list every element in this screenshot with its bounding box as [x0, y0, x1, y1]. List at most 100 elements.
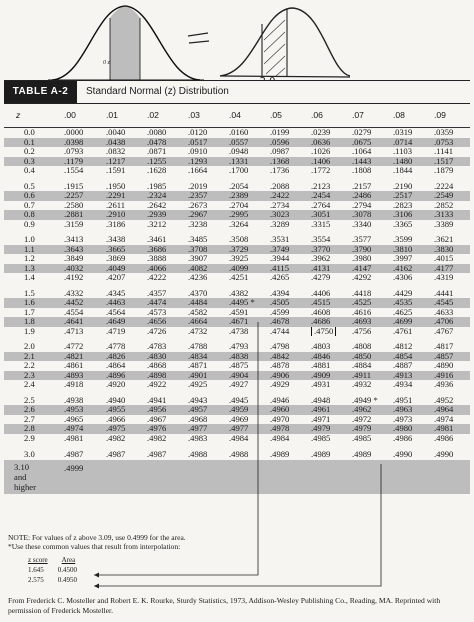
interp-z: 2.575	[28, 576, 44, 584]
area-cell: .4980	[385, 424, 426, 434]
area-cell: .1736	[270, 166, 290, 175]
area-cell: .4989	[352, 449, 372, 459]
area-cell: .3907	[188, 254, 208, 263]
area-cell: .4951	[393, 395, 413, 405]
area-cell: .3554	[311, 235, 331, 244]
area-cell: .2764	[311, 200, 331, 210]
area-cell: .4988	[188, 449, 208, 459]
area-cell: .3869	[106, 254, 126, 263]
area-cell: .4082	[180, 263, 221, 273]
area-cell: .4974	[56, 424, 98, 434]
area-cell: .0832	[106, 147, 126, 156]
column-header: .05	[262, 103, 303, 128]
area-cell: .4192	[64, 273, 84, 282]
area-cell: .4664	[180, 317, 221, 327]
notes-section: NOTE: For values of z above 3.09, use 0.…	[8, 533, 468, 551]
z-value-cell: 1.7	[24, 307, 35, 317]
area-cell: .1664	[188, 166, 208, 175]
area-cell: .1406	[303, 156, 344, 166]
table-row: 0.0 .0000 .0040 .0080 .0120 .0160 .0199 .0239 .0…	[4, 128, 470, 138]
area-cell: .3577	[352, 235, 372, 244]
area-cell: .4981	[426, 424, 470, 434]
area-cell: .4963	[385, 405, 426, 415]
area-cell: .4793	[229, 342, 249, 351]
area-cell: .4582	[188, 307, 208, 317]
area-cell: .4959	[221, 405, 262, 415]
printed-normal-curve	[48, 5, 204, 81]
area-cell: .0636	[303, 137, 344, 147]
area-cell: .2088	[270, 181, 290, 191]
area-cell: .4564	[106, 307, 126, 317]
area-cell: .2054	[229, 181, 249, 191]
table-row: 1.6.4452.4463.4474.4484.4495 * .4505.4515…	[4, 298, 470, 308]
area-cell: .4830	[139, 351, 180, 361]
area-cell: .4429	[393, 288, 413, 298]
table-tag: TABLE A-2	[4, 81, 77, 103]
area-cell: .4901	[180, 370, 221, 380]
column-header: .07	[344, 103, 385, 128]
area-cell: .4744	[270, 326, 290, 336]
area-cell: .4842	[262, 351, 303, 361]
area-cell: .1844	[393, 166, 413, 175]
area-cell: .4452	[56, 298, 98, 308]
table-row: 2.1.4821.4826.4830.4834.4838.4842.4846.4…	[4, 351, 470, 361]
area-cell: .3186	[106, 219, 126, 229]
table-row: 1.7 .4554 .4564 .4573 .4582 .4591 .4599 .4608 .4…	[4, 308, 470, 318]
table-row: 1.4 .4192 .4207 .4222 .4236 .4251 .4265 .4279 .4…	[4, 273, 470, 283]
area-cell: .4236	[188, 273, 208, 282]
area-cell: .0080	[147, 127, 167, 137]
z-value-cell: 1.2	[24, 254, 35, 263]
area-cell: .4838	[221, 351, 262, 361]
area-cell: .2549	[426, 191, 470, 201]
area-cell: .2967	[180, 210, 221, 220]
area-cell: .1331	[221, 156, 262, 166]
area-cell: .2794	[352, 200, 372, 210]
table-row: 1.9 .4713 .4719 .4726 .4732 .4738 .4744 .4750 .4…	[4, 326, 470, 336]
area-cell: .4484	[180, 298, 221, 308]
area-cell: .4952	[434, 395, 454, 405]
area-cell: .4706	[426, 317, 470, 327]
area-cell: .4972	[352, 414, 372, 424]
area-cell: .3665	[98, 244, 139, 254]
table-row: 0.9 .3159 .3186 .3212 .3238 .3264 .3289 .3315 .3…	[4, 220, 470, 230]
area-cell: .4982	[106, 433, 126, 443]
area-cell: .0948	[229, 147, 249, 156]
area-cell: .3749	[262, 244, 303, 254]
area-cell: .4608	[311, 307, 331, 317]
area-cell: .4066	[139, 263, 180, 273]
table-row: 2.3.4893.4896.4898.4901.4904.4906.4909.4…	[4, 370, 470, 380]
area-cell: .3599	[393, 235, 413, 244]
table-row: 0.8.2881.2910.2939.2967.2995.3023.3051.3…	[4, 210, 470, 220]
area-cell: .1026	[311, 147, 331, 156]
z-value-cell: 1.1	[4, 244, 56, 254]
area-cell: .2190	[393, 181, 413, 191]
interpolation-header: z score Area	[28, 555, 77, 565]
z-value-cell: 0.1	[4, 137, 56, 147]
area-cell: .4535	[385, 298, 426, 308]
area-cell: .4975	[98, 424, 139, 434]
table-row: 3.0 .4987 .4987 .4987 .4988 .4988 .4989 .4989 .4…	[4, 449, 470, 460]
area-cell: .2910	[98, 210, 139, 220]
area-cell: .4913	[385, 370, 426, 380]
area-cell: .3925	[229, 254, 249, 263]
area-cell: .4599	[270, 307, 290, 317]
area-cell: .4808	[352, 342, 372, 351]
area-cell: .4881	[311, 361, 331, 370]
z-value-cell: 2.3	[4, 370, 56, 380]
area-cell: .4896	[98, 370, 139, 380]
area-cell: .4974	[434, 414, 454, 424]
z-value-cell: 2.0	[24, 342, 35, 351]
interp-area: 0.4500	[57, 566, 77, 574]
area-cell: .4989	[270, 449, 290, 459]
area-cell: .2389	[221, 191, 262, 201]
table-row: 0.7 .2580 .2611 .2642 .2673 .2704 .2734 .2764 .2…	[4, 201, 470, 211]
area-cell: .3389	[434, 219, 454, 229]
area-cell: .0120	[188, 127, 208, 137]
area-cell: .4591	[229, 307, 249, 317]
area-cell: .0871	[147, 147, 167, 156]
area-cell: .4878	[270, 361, 290, 370]
area-cell: .2852	[434, 200, 454, 210]
empty-cell	[98, 460, 470, 494]
z-value-cell: 1.5	[24, 288, 35, 298]
area-cell: .0987	[270, 147, 290, 156]
